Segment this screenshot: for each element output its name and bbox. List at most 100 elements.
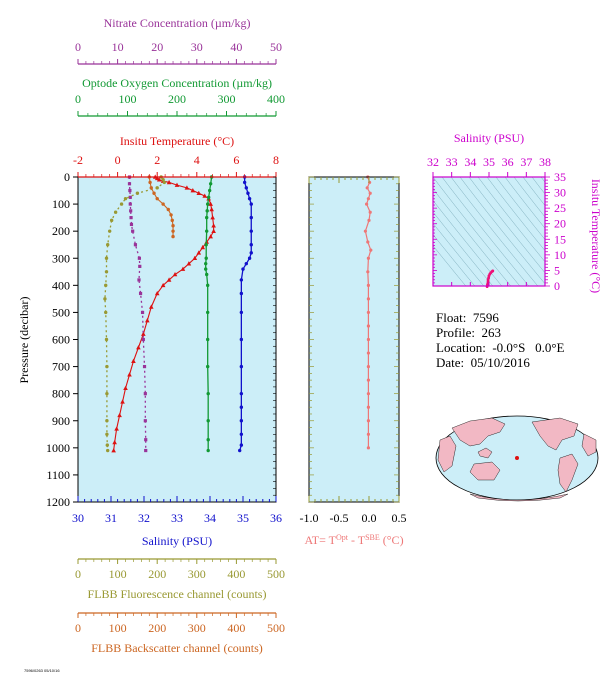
pressure-tick-label: 300 [52, 251, 70, 265]
pressure-tick-label: 1200 [46, 495, 70, 509]
delta-t-point [366, 378, 370, 382]
ts-contour-lines [433, 177, 545, 286]
ts-contour [433, 222, 485, 286]
ts-contour [459, 177, 545, 285]
salinity-point [239, 278, 244, 282]
nitrate-point [144, 438, 148, 442]
delta-t-point [368, 191, 372, 195]
ts-x-tick-label: 38 [539, 155, 551, 169]
oxygen-tick-label: 300 [218, 92, 236, 106]
ts-y-tick-label: 35 [554, 170, 566, 184]
nitrate-point [144, 448, 148, 453]
insitu-temperature-point [120, 399, 125, 404]
profile-date: Date: 05/10/2016 [436, 355, 530, 370]
nitrate-point [133, 243, 138, 247]
pressure-tick-label: 600 [52, 333, 70, 347]
temperature-tick-label: 6 [233, 153, 239, 167]
oxygen-point [205, 337, 210, 342]
fluorescence-tick-label: 400 [227, 567, 245, 581]
delta-t-point [366, 283, 370, 287]
insitu-temperature-point [154, 290, 160, 296]
insitu-temperature-point [190, 188, 196, 193]
salinity-point [247, 196, 252, 201]
insitu-temperature-point [209, 207, 214, 212]
ts-temperature-label: Insitu Temperature (°C) [589, 179, 603, 293]
oxygen-point [204, 256, 208, 260]
map-asia-australia [451, 417, 506, 481]
pressure-tick-label: 500 [52, 305, 70, 319]
oxygen-axis-label: Optode Oxygen Concentration (µm/kg) [82, 76, 272, 90]
flbb-fluorescence-point [135, 191, 140, 195]
insitu-temperature-point [123, 385, 128, 391]
insitu-temperature-point [196, 190, 202, 196]
oxygen-point [208, 182, 213, 186]
salinity-point [239, 364, 244, 369]
salinity-point [249, 243, 253, 247]
flbb-backscatter-series [147, 175, 175, 239]
insitu-temperature-point [131, 358, 136, 363]
pressure-tick-label: 1000 [46, 441, 70, 455]
insitu-temperature-point [202, 193, 208, 198]
insitu-temperature-point [141, 331, 146, 336]
ts-x-tick-label: 34 [464, 155, 476, 169]
insitu-temperature-point [114, 426, 119, 431]
oxygen-point [205, 364, 210, 369]
pressure-tick-label: 400 [52, 278, 70, 292]
nitrate-point [137, 256, 141, 260]
delta-t-point [366, 324, 370, 328]
backscatter-tick-label: 200 [148, 621, 166, 635]
temperature-tick-label: -2 [73, 153, 83, 167]
insitu-temperature-series [111, 174, 216, 453]
nitrate-point [140, 310, 145, 315]
salinity-tick-label: 33 [171, 511, 183, 525]
backscatter-axis: 0 100 200 300 400 500 FLBB Backscatter channel… [75, 612, 285, 655]
flbb-fluorescence-point [104, 337, 109, 342]
delta-t-point [363, 229, 367, 233]
salinity-point [242, 180, 247, 185]
flbb-fluorescence-point [105, 391, 109, 396]
insitu-temperature-point [166, 277, 172, 282]
flbb-fluorescence-point [103, 297, 107, 301]
delta-t-point [366, 419, 370, 423]
ts-contour [433, 188, 512, 286]
nitrate-tick-label: 10 [112, 40, 124, 54]
nitrate-point [128, 195, 132, 199]
delta-t-point [366, 351, 370, 355]
insitu-temperature-point [200, 244, 206, 250]
ts-point [491, 269, 495, 273]
delta-t-point [366, 240, 370, 244]
nitrate-point [131, 229, 135, 233]
fluorescence-tick-label: 500 [267, 567, 285, 581]
oxygen-point [204, 261, 208, 266]
oxygen-point [205, 272, 209, 277]
backscatter-tick-label: 0 [75, 621, 81, 635]
main-bottom-axes: 30 31 32 33 34 35 36 Salinity (PSU) 0 100 200 300 40… [72, 496, 285, 655]
insitu-temperature-point [156, 177, 162, 182]
float-location: Location: -0.0°S 0.0°E [436, 340, 565, 355]
insitu-temperature-point [208, 201, 213, 206]
temperature-axis-label: Insitu Temperature (°C) [120, 134, 234, 148]
delta-t-point [366, 310, 370, 315]
salinity-point [244, 261, 248, 266]
delta-t-panel: -1.0 -0.5 0.0 0.5 AT= TOpt - TSBE (°C) [300, 175, 407, 547]
ts-series [485, 269, 495, 289]
oxygen-tick-label: 100 [119, 92, 137, 106]
ts-x-tick-label: 35 [483, 155, 495, 169]
pressure-tick-label: 800 [52, 387, 70, 401]
insitu-temperature-point [184, 185, 190, 190]
ts-contour [450, 177, 539, 286]
flbb-backscatter-point [171, 234, 175, 239]
flbb-fluorescence-point [113, 210, 118, 214]
flbb-fluorescence-series [103, 175, 167, 453]
fluorescence-tick-label: 0 [75, 567, 81, 581]
flbb-backscatter-point [171, 229, 175, 233]
salinity-tick-label: 36 [270, 511, 282, 525]
ts-x-tick-label: 37 [520, 155, 532, 169]
ts-contour [504, 177, 545, 229]
temperature-tick-label: 8 [273, 153, 279, 167]
salinity-tick-label: 30 [72, 511, 84, 525]
ts-contour [531, 177, 545, 195]
ts-y-tick-label: 25 [554, 201, 566, 215]
